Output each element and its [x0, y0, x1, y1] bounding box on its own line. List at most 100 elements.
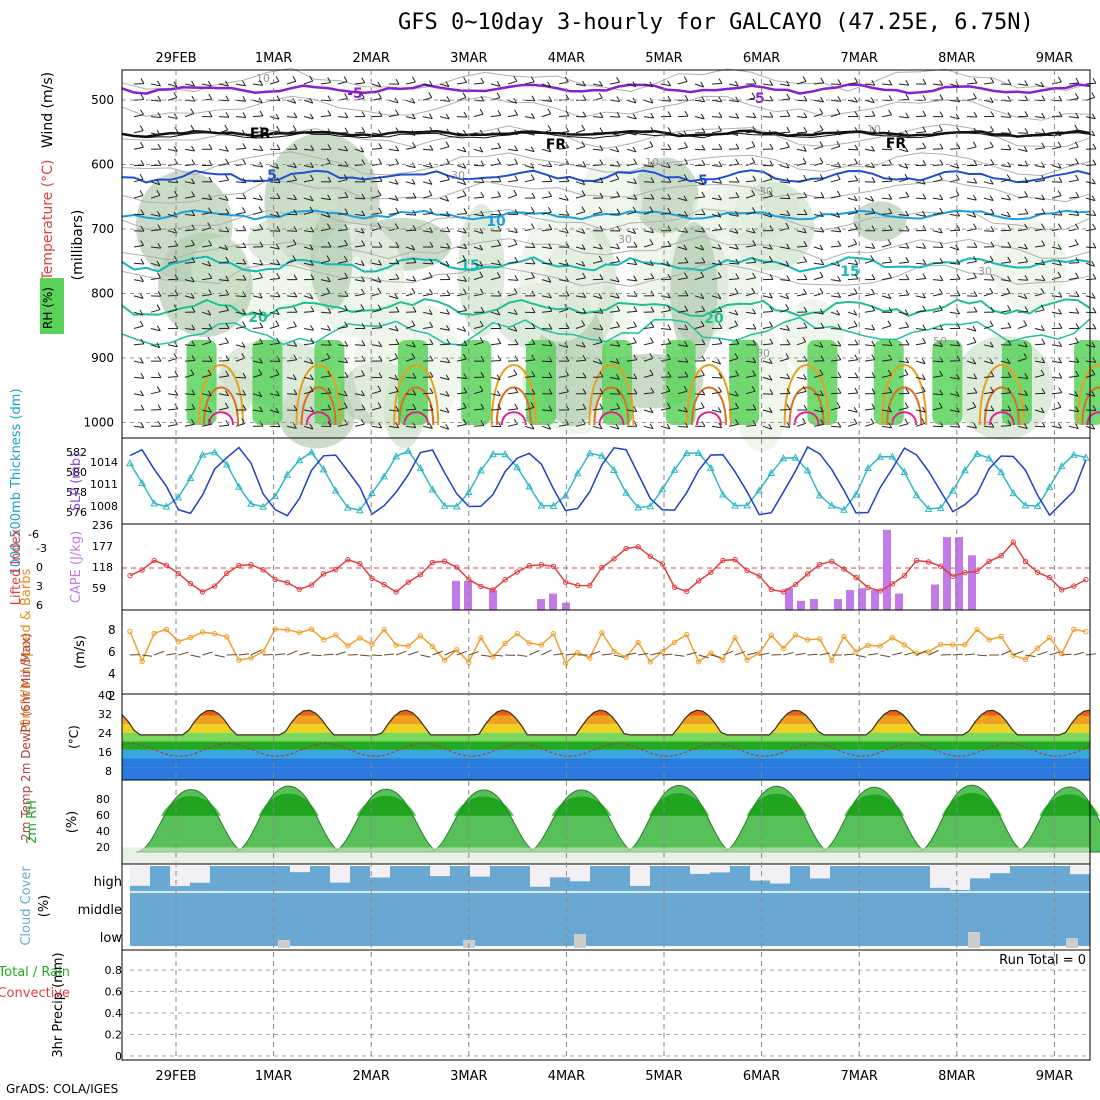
wind-barb — [932, 83, 943, 86]
wind-barb-flag — [820, 308, 824, 315]
wind-barb-flag — [242, 389, 247, 396]
wind-barb — [337, 344, 348, 347]
wind-speed-line-marker — [889, 635, 895, 641]
wind-barb — [354, 262, 365, 267]
wind-barb-flag — [1024, 275, 1029, 281]
rh-tick: 20 — [96, 841, 110, 854]
wind-barb — [864, 408, 875, 411]
wind-barb-10m — [892, 652, 903, 656]
wind-barb-flag — [497, 110, 502, 116]
wind-barb-10m — [287, 650, 298, 656]
wind-barb-flag — [327, 110, 332, 116]
wind-barb — [1034, 179, 1045, 183]
wind-barb — [626, 230, 636, 235]
wind-barb-flag — [258, 206, 263, 213]
wind-barb — [609, 279, 620, 283]
wind-barb-10m — [517, 654, 528, 657]
lifted-index-line-marker — [841, 566, 847, 572]
wind-barb — [915, 262, 926, 265]
wind-barb — [745, 360, 756, 363]
wind-barb-flag — [428, 272, 433, 278]
lifted-index-line-marker — [792, 581, 799, 588]
wind-barb — [541, 409, 552, 412]
wind-barb — [507, 114, 518, 118]
cape-bar — [797, 600, 805, 610]
li-tick: -3 — [36, 542, 47, 555]
wind-barb-flag — [157, 404, 162, 410]
wind-barb — [966, 197, 977, 201]
wind-barb-flag — [836, 212, 841, 218]
wind-barb — [898, 326, 909, 329]
wind-barb-flag — [701, 421, 706, 427]
wind-barb-flag — [684, 371, 689, 378]
wind-barb — [524, 425, 535, 430]
rh-shade — [670, 221, 718, 361]
wind-barb — [779, 425, 790, 428]
wind-barb — [269, 393, 280, 397]
wind-barb — [711, 116, 722, 118]
low-cloud-gap — [968, 932, 980, 948]
wind-barb-flag — [820, 77, 825, 83]
wind-barb — [847, 359, 858, 362]
wind-barb — [898, 407, 909, 411]
wind-barb — [354, 393, 365, 397]
wind-barb — [524, 148, 535, 153]
wind-barb — [575, 277, 586, 281]
wind-barb-flag — [819, 244, 824, 251]
wind-barb-flag — [599, 403, 604, 409]
wind-barb-flag — [344, 321, 348, 328]
wind-barb — [388, 278, 399, 281]
wind-barb-flag — [309, 358, 314, 365]
wind-barb-flag — [395, 338, 400, 345]
wind-barb-flag — [1075, 112, 1080, 119]
wind-barb-flag — [684, 305, 689, 312]
rh-axis-label-bg — [40, 278, 64, 334]
wind-barb-10m — [976, 654, 988, 657]
wind-barb — [507, 179, 518, 183]
wind-barb-10m — [674, 654, 685, 657]
wind-barb-flag — [803, 174, 808, 181]
wind-barb-flag — [786, 388, 791, 394]
wind-barb — [320, 228, 331, 232]
wind-barb — [269, 230, 280, 232]
rh-contour-label: 10 — [867, 123, 881, 136]
wind-barb-flag — [411, 341, 416, 348]
wind-barb-flag — [1007, 322, 1012, 328]
wind-barb-flag — [803, 288, 807, 295]
wind-barb-10m — [456, 650, 467, 656]
rh-high-patch — [729, 340, 760, 425]
wind-barb — [881, 261, 892, 264]
wind-barb-flag — [275, 309, 280, 315]
wind-barb — [677, 328, 688, 331]
wind-barb — [1068, 262, 1079, 264]
thickness-line-marker — [1009, 489, 1018, 497]
wind-barb — [541, 344, 552, 347]
wind-barb-flag — [786, 110, 791, 117]
wind-barb — [728, 132, 739, 137]
wind-barb-flag — [1024, 111, 1029, 117]
wind-barb-flag — [276, 193, 281, 199]
wind-barb — [201, 212, 212, 215]
wind-barb-flag — [735, 338, 740, 345]
wind-barb — [490, 393, 501, 397]
wind-barb-flag — [293, 291, 298, 298]
wind-barb — [388, 343, 399, 346]
wind-barb-flag — [276, 259, 281, 265]
wind-barb — [371, 163, 382, 166]
lifted-index-line-marker — [187, 580, 194, 587]
wind-barb-flag — [1075, 370, 1080, 377]
wind-barb — [1051, 425, 1062, 429]
wind-barb — [490, 132, 501, 135]
wind-barb-flag — [479, 260, 484, 267]
rh-shade — [208, 369, 256, 417]
wind-speed-line-marker — [659, 648, 666, 655]
wind-barb-flag — [615, 173, 620, 180]
rh-contour-label: 30 — [618, 233, 632, 246]
wind-barb — [269, 246, 280, 250]
wind-barb — [762, 132, 773, 136]
wind-barb — [796, 99, 807, 102]
wind-barb — [728, 292, 739, 297]
wind-barb-flag — [735, 192, 740, 198]
wind-barb-flag — [768, 255, 773, 262]
wind-barb-flag — [650, 306, 655, 313]
